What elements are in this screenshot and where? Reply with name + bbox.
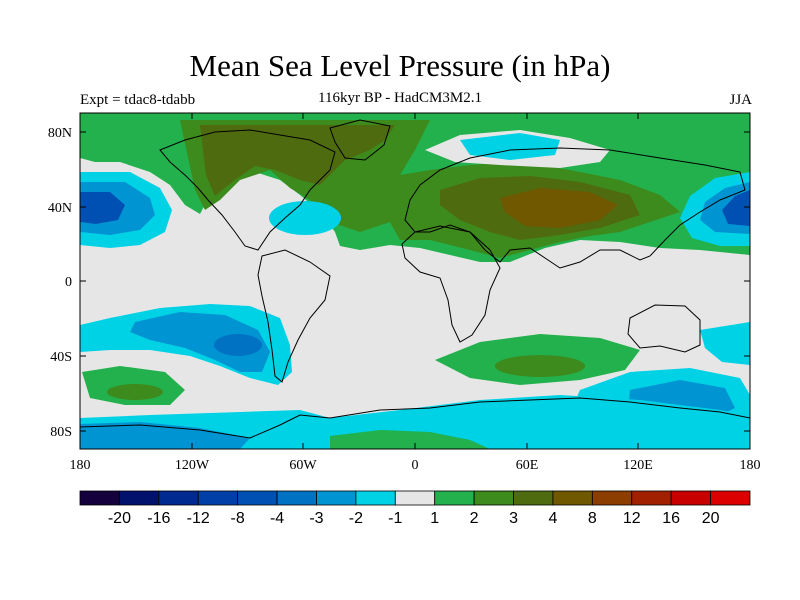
colorbar-label: 12: [623, 510, 641, 527]
colorbar-label: 20: [702, 510, 720, 527]
colorbar-swatch: [552, 490, 593, 506]
coast-australia: [627, 304, 701, 353]
colorbar-label: -2: [349, 510, 363, 527]
contour-eurasia-brown: [500, 188, 618, 228]
contour-antarctic-green: [330, 430, 490, 449]
contour-satl-darkgreen: [107, 384, 163, 400]
contour-wpac-darkblue: [722, 190, 750, 226]
map-title: Mean Sea Level Pressure (in hPa): [189, 48, 611, 83]
colorbar-label: -20: [108, 510, 131, 527]
colorbar-swatch: [394, 490, 436, 506]
lat-tick-label: 80S: [50, 425, 72, 440]
colorbar-label: 2: [470, 510, 479, 527]
contour-antarctic-cyan: [80, 395, 750, 449]
contour-natl-cyan: [269, 201, 341, 235]
colorbar-label: 16: [662, 510, 680, 527]
coast-antarctica: [80, 397, 750, 439]
colorbar-swatch: [197, 490, 239, 506]
contour-spac-darkblue: [214, 334, 262, 356]
lat-tick-label: 80N: [48, 126, 72, 141]
lon-tick-label: 120W: [175, 458, 210, 473]
colorbar-label: 8: [588, 510, 597, 527]
coast-europe-asia: [404, 147, 746, 269]
contour-npac-darkblue: [80, 192, 125, 224]
lon-tick-label: 0: [412, 458, 419, 473]
colorbar-label: -4: [270, 510, 284, 527]
colorbar-swatch: [355, 490, 396, 506]
season-label: JJA: [729, 92, 752, 108]
contour-spac-blue: [130, 312, 270, 372]
latitude-labels: 80N 40N 0 40S 80S: [48, 126, 72, 440]
colorbar-swatch: [119, 490, 160, 506]
colorbar-label: 4: [548, 510, 557, 527]
colorbar-swatch: [513, 490, 554, 506]
lat-tick-label: 0: [65, 275, 72, 290]
coast-south-america: [257, 249, 331, 383]
contour-north-olive: [200, 125, 395, 196]
experiment-label: Expt = tdac8-tdabb: [80, 92, 196, 108]
colorbar-swatch: [237, 490, 278, 506]
lon-tick-label: 180: [740, 458, 761, 473]
colorbar-label: -8: [231, 510, 245, 527]
lat-tick-label: 40S: [50, 350, 72, 365]
colorbar-swatch: [79, 490, 120, 506]
colorbar-label: 3: [509, 510, 518, 527]
contour-field: [80, 113, 750, 449]
colorbar: -20 -16 -12 -8 -4 -3 -2 -1 1 2 3 4 8 12 16 20: [79, 490, 751, 527]
colorbar-swatch: [276, 490, 317, 506]
lon-tick-label: 60W: [289, 458, 317, 473]
colorbar-swatch: [473, 490, 514, 506]
colorbar-label: -1: [388, 510, 402, 527]
contour-se-pac: [700, 322, 750, 365]
colorbar-label: -3: [309, 510, 323, 527]
coast-greenland: [329, 119, 391, 161]
coast-north-america: [159, 129, 336, 251]
contour-antarctic-blue: [80, 422, 250, 449]
contour-arctic-cyan: [460, 133, 560, 160]
colorbar-swatch: [434, 490, 475, 506]
map-subtitle: 116kyr BP - HadCM3M2.1: [318, 90, 482, 106]
colorbar-swatch: [591, 490, 633, 506]
coast-africa: [401, 225, 501, 343]
coastlines: [80, 119, 750, 439]
colorbar-label: -12: [187, 510, 210, 527]
lon-tick-label: 120E: [623, 458, 653, 473]
colorbar-label: 1: [430, 510, 439, 527]
lon-tick-label: 180: [70, 458, 91, 473]
lon-tick-label: 60E: [516, 458, 539, 473]
axis-ticks: [79, 113, 751, 449]
longitude-labels: 180 120W 60W 0 60E 120E 180: [70, 458, 761, 473]
lat-tick-label: 40N: [48, 201, 72, 216]
colorbar-swatch: [316, 490, 357, 506]
colorbar-label: -16: [147, 510, 170, 527]
colorbar-swatch: [631, 490, 672, 506]
contour-io-darkgreen: [495, 355, 585, 377]
colorbar-swatch: [670, 490, 711, 506]
colorbar-swatch: [158, 490, 199, 506]
colorbar-swatch: [710, 490, 751, 506]
